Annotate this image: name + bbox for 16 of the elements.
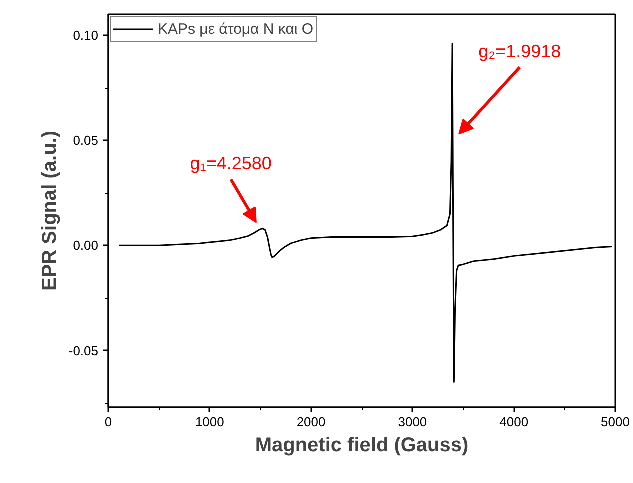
y-tick-label: -0.05 [68,343,99,358]
line-series [118,43,614,384]
annotation: g₂=1.9918 [478,41,562,62]
x-axis-title: Magnetic field (Gauss) [255,434,469,456]
y-tick-label: 0.10 [73,28,99,44]
x-tick-label: 4000 [500,414,529,430]
x-tick-label: 5000 [601,414,630,430]
x-tick-label: 3000 [398,414,428,430]
x-tick-label: 0 [104,414,112,430]
x-tick-label: 2000 [296,414,326,430]
legend-label: KAPs με άτομα N και O [158,20,314,38]
annotation: g₁=4.2580 [190,154,272,174]
y-tick-label: 0.05 [73,133,99,148]
y-tick-label: 0.00 [73,238,99,254]
y-axis-title: EPR Signal (a.u.) [38,130,61,292]
x-tick-label: 1000 [195,414,224,430]
